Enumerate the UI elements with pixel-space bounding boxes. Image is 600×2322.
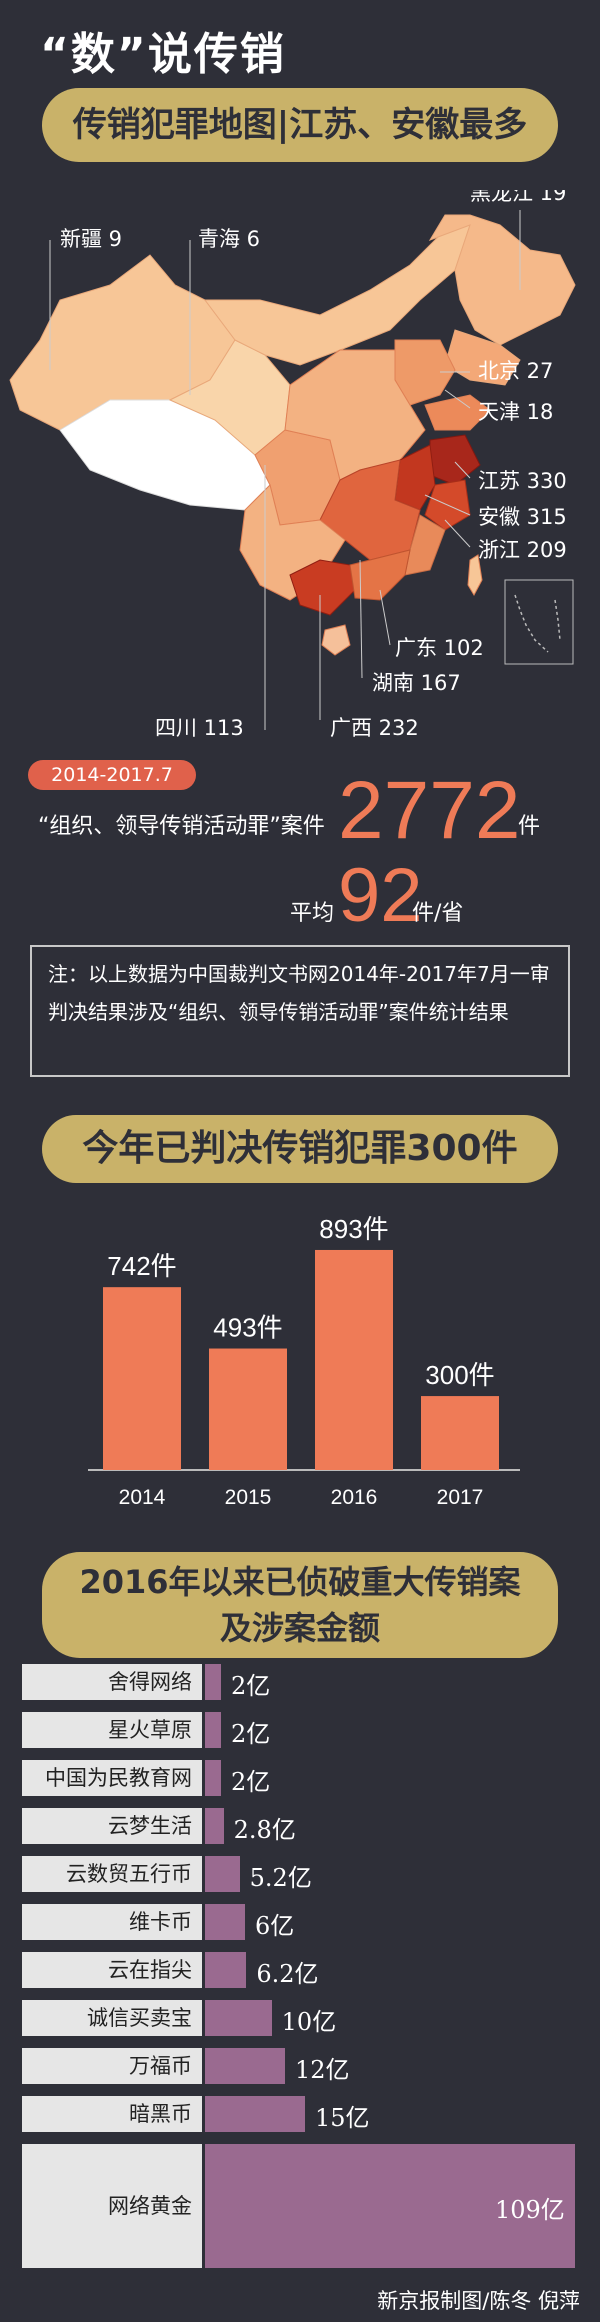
amount-bar — [205, 1712, 221, 1748]
bar-value-label: 742件 — [107, 1251, 176, 1281]
bar-2014 — [103, 1287, 181, 1470]
cases-banner-line2: 及涉案金额 — [219, 1609, 380, 1647]
province-fujian — [404, 514, 446, 576]
china-map: 黑龙江 19 新疆 9 青海 6 北京 27 天津 18 江苏 330 安徽 3… — [9, 190, 576, 740]
amount-bar — [205, 1664, 221, 1700]
label-beijing: 北京 27 — [478, 359, 553, 383]
amount-value-label: 10亿 — [281, 2008, 337, 2036]
label-qinghai: 青海 6 — [198, 227, 260, 251]
company-label: 云在指尖 — [22, 1952, 202, 1988]
page-title: “数”说传销 — [40, 29, 286, 80]
amount-value-label: 6.2亿 — [256, 1960, 319, 1988]
amount-value-label: 6亿 — [255, 1912, 295, 1940]
province-shandong — [424, 394, 491, 431]
leader-lines — [49, 210, 521, 730]
amount-bar — [205, 2144, 575, 2268]
amount-value-label: 109亿 — [495, 2196, 565, 2224]
map-labels: 黑龙江 19 新疆 9 青海 6 北京 27 天津 18 江苏 330 安徽 3… — [60, 190, 567, 740]
bar-value-label: 893件 — [319, 1214, 388, 1244]
avg-label: 平均 — [290, 901, 335, 926]
label-sichuan: 四川 113 — [155, 716, 244, 740]
label-zhejiang: 浙江 209 — [478, 538, 567, 562]
map-provinces — [9, 214, 576, 665]
province-hainan — [321, 624, 351, 656]
south-sea-inset — [504, 579, 574, 665]
amount-value-label: 2亿 — [231, 1720, 271, 1748]
province-jiangsu — [429, 434, 481, 486]
label-xinjiang: 新疆 9 — [60, 227, 122, 251]
data-note: 注：以上数据为中国裁判文书网2014年-2017年7月一审判决结果涉及“组织、领… — [30, 945, 570, 1077]
company-label: 暗黑币 — [22, 2096, 202, 2132]
province-guangdong — [349, 549, 411, 601]
bar-value-label: 493件 — [213, 1313, 282, 1343]
total-cases: 2772 — [338, 765, 521, 856]
bar-2015 — [209, 1348, 287, 1470]
total-unit: 件 — [518, 814, 541, 839]
company-label: 诚信买卖宝 — [22, 2000, 202, 2036]
company-label: 舍得网络 — [22, 1664, 202, 1700]
avg-unit: 件/省 — [412, 901, 464, 926]
bar-2017 — [421, 1396, 499, 1470]
bar-category-label: 2016 — [331, 1486, 378, 1509]
amount-bar — [205, 1760, 221, 1796]
label-hunan: 湖南 167 — [372, 671, 461, 695]
label-guangdong: 广东 102 — [395, 636, 484, 660]
amount-bar — [205, 2000, 272, 2036]
company-label: 万福币 — [22, 2048, 202, 2084]
company-label: 云数贸五行币 — [22, 1856, 202, 1892]
cases-banner-line1: 2016年以来已侦破重大传销案 — [79, 1563, 521, 1601]
company-label: 网络黄金 — [22, 2144, 202, 2268]
bar-2016 — [315, 1249, 393, 1470]
amount-value-label: 2亿 — [231, 1672, 271, 1700]
case-label: “组织、领导传销活动罪”案件 — [38, 814, 325, 839]
amount-bar — [205, 2048, 285, 2084]
bar-category-label: 2017 — [437, 1486, 484, 1509]
amount-bar — [205, 2096, 305, 2132]
company-label: 中国为民教育网 — [22, 1760, 202, 1796]
province-heilongjiang — [428, 214, 576, 346]
label-anhui: 安徽 315 — [478, 505, 567, 529]
label-heilongjiang: 黑龙江 19 — [470, 190, 566, 205]
company-label: 维卡币 — [22, 1904, 202, 1940]
amount-value-label: 5.2亿 — [249, 1864, 312, 1892]
amount-value-label: 15亿 — [315, 2104, 370, 2132]
bar-category-label: 2014 — [119, 1486, 166, 1509]
label-guangxi: 广西 232 — [330, 716, 419, 740]
amount-value-label: 2.8亿 — [233, 1816, 296, 1844]
credit: 新京报制图/陈冬 倪萍 — [377, 2289, 580, 2313]
yearly-bar-chart: 742件 2014 493件 2015 893件 2016 300件 2017 — [88, 1214, 520, 1509]
amount-bar — [205, 1904, 245, 1940]
amount-value-label: 12亿 — [295, 2056, 350, 2084]
map-banner: 传销犯罪地图|江苏、安徽最多 — [42, 88, 558, 162]
period-badge: 2014-2017.7 — [28, 760, 196, 790]
label-jiangsu: 江苏 330 — [478, 469, 567, 493]
amount-bar — [205, 1808, 224, 1844]
company-label: 云梦生活 — [22, 1808, 202, 1844]
company-label: 星火草原 — [22, 1712, 202, 1748]
avg-cases: 92 — [338, 853, 423, 938]
cases-banner: 2016年以来已侦破重大传销案 及涉案金额 — [42, 1552, 558, 1658]
bar-category-label: 2015 — [225, 1486, 272, 1509]
bar-value-label: 300件 — [425, 1360, 494, 1390]
amount-bar — [205, 1952, 247, 1988]
province-taiwan — [467, 554, 483, 597]
amount-bar — [205, 1856, 240, 1892]
province-central — [284, 349, 426, 481]
amount-value-label: 2亿 — [231, 1768, 271, 1796]
label-tianjin: 天津 18 — [478, 400, 553, 424]
yearly-banner: 今年已判决传销犯罪300件 — [42, 1115, 558, 1183]
